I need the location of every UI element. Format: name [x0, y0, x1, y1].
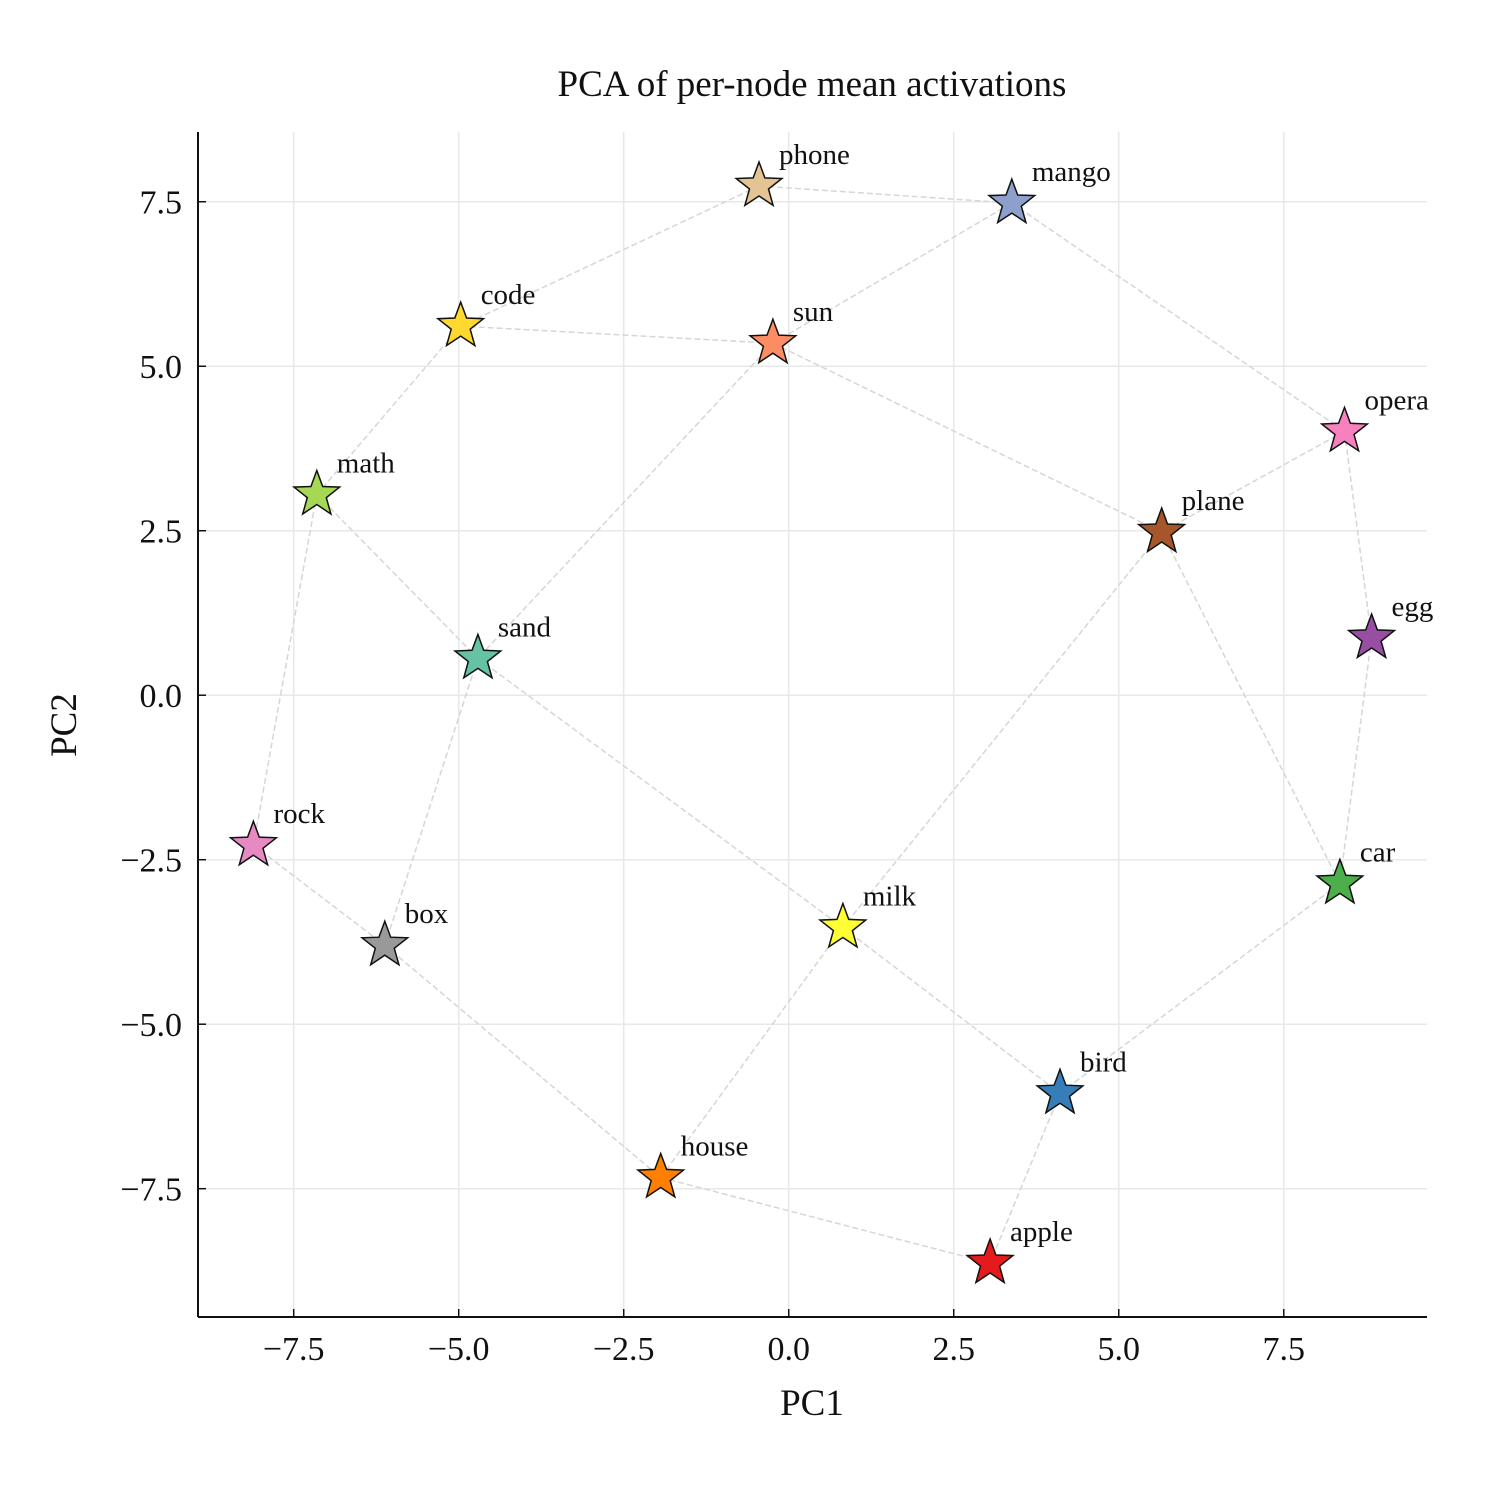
point — [748, 317, 798, 365]
edge — [758, 185, 1012, 204]
point — [1314, 857, 1365, 905]
edge — [252, 494, 318, 846]
edge — [1160, 531, 1341, 884]
chart-title: PCA of per-node mean activations — [558, 64, 1067, 105]
point-label: egg — [1392, 591, 1434, 623]
point-label: math — [337, 448, 395, 480]
y-tick-label: −2.5 — [120, 843, 182, 880]
point — [452, 632, 503, 680]
edge — [384, 944, 662, 1179]
point-label: sand — [498, 611, 552, 643]
edge — [252, 844, 386, 946]
point — [965, 1236, 1015, 1285]
point-label: box — [405, 898, 449, 930]
point-label: rock — [273, 798, 325, 830]
edge — [460, 185, 760, 327]
edge — [989, 1093, 1061, 1264]
point-label: bird — [1080, 1046, 1127, 1078]
edge — [1339, 637, 1373, 884]
point — [228, 819, 279, 867]
y-axis-label: PC2 — [44, 693, 85, 757]
edge — [316, 325, 462, 496]
point — [435, 299, 486, 348]
point-label: car — [1360, 836, 1396, 868]
y-tick-label: 7.5 — [140, 185, 183, 222]
point — [1346, 611, 1397, 660]
point-label: phone — [779, 139, 850, 171]
x-tick-label: 0.0 — [767, 1331, 810, 1368]
y-tick-label: −7.5 — [120, 1172, 182, 1209]
edge — [316, 494, 479, 659]
edge — [772, 342, 1162, 533]
point-label: apple — [1010, 1216, 1073, 1248]
x-tick-label: −5.0 — [428, 1331, 490, 1368]
point-label: code — [481, 279, 536, 311]
edge — [660, 927, 844, 1178]
x-tick-label: 5.0 — [1098, 1331, 1141, 1368]
point-label: house — [681, 1131, 749, 1163]
y-tick-label: 0.0 — [140, 678, 183, 715]
edge — [384, 658, 479, 946]
x-tick-label: −2.5 — [593, 1331, 655, 1368]
y-tick-label: 5.0 — [140, 349, 183, 386]
point — [817, 901, 868, 949]
point — [734, 159, 784, 208]
point — [1136, 505, 1187, 554]
point — [635, 1151, 686, 1199]
edge — [1011, 202, 1345, 432]
edge — [842, 926, 1061, 1094]
x-tick-label: 2.5 — [932, 1331, 975, 1368]
y-tick-label: 2.5 — [140, 514, 183, 551]
edge — [1059, 882, 1341, 1094]
edge — [1161, 430, 1345, 533]
x-tick-label: −7.5 — [263, 1331, 325, 1368]
edge — [477, 657, 844, 929]
point — [1035, 1067, 1085, 1115]
y-tick-label: −5.0 — [120, 1007, 182, 1044]
point — [1319, 405, 1370, 453]
point-label: sun — [793, 296, 834, 328]
edge — [1343, 431, 1373, 639]
point-label: opera — [1364, 384, 1429, 416]
point — [291, 468, 342, 516]
point — [359, 919, 410, 967]
edge — [772, 202, 1013, 344]
point-label: mango — [1032, 156, 1111, 188]
edge — [842, 531, 1163, 928]
point-label: milk — [863, 880, 917, 912]
x-axis-label: PC1 — [780, 1383, 844, 1424]
point-label: plane — [1182, 485, 1245, 517]
x-tick-label: 7.5 — [1263, 1331, 1306, 1368]
point — [986, 176, 1037, 225]
edge — [660, 1176, 991, 1264]
edge — [460, 325, 773, 344]
